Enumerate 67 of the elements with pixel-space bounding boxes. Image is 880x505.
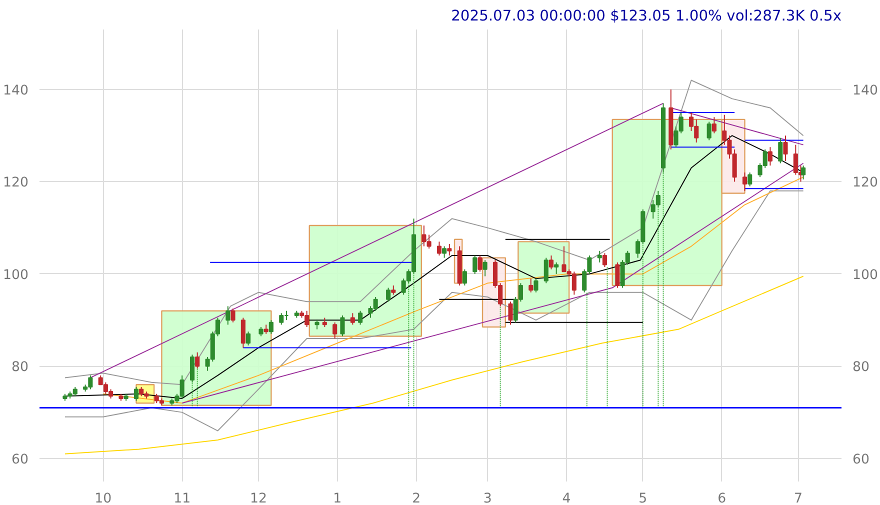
y2-tick-label: 60	[852, 452, 870, 468]
x-tick-label: 3	[483, 492, 492, 505]
candlestick	[314, 320, 320, 330]
candlestick	[793, 144, 798, 176]
candlestick	[472, 255, 478, 274]
candlestick	[778, 137, 783, 164]
candlestick	[279, 312, 284, 326]
candlestick	[508, 301, 513, 326]
x-tick-label: 4	[562, 492, 571, 505]
candlestick	[391, 284, 396, 296]
line-series	[64, 190, 804, 432]
x-tick-label: 7	[794, 492, 802, 505]
candlestick	[332, 322, 338, 340]
candlestick	[340, 314, 345, 337]
candlestick	[597, 250, 602, 263]
candlestick	[230, 308, 236, 323]
candlestick	[442, 246, 447, 258]
line-series	[64, 276, 804, 454]
candlestick	[706, 121, 712, 141]
candlestick	[134, 386, 139, 402]
candlestick	[548, 255, 554, 270]
y2-tick-label: 140	[852, 83, 878, 98]
y2-tick-label: 120	[852, 176, 878, 191]
chart-title: 2025.07.03 00:00:00 $123.05 1.00% vol:287.3K 0.5x	[451, 8, 842, 24]
candlestick	[358, 310, 363, 326]
candlestick	[226, 306, 230, 326]
candlestick	[268, 320, 274, 334]
x-tick-label: 1	[333, 492, 342, 505]
candlestick	[195, 352, 200, 369]
y2-tick-label: 80	[852, 360, 870, 376]
y2-tick-label: 100	[852, 268, 878, 283]
line-series	[102, 176, 804, 404]
y-tick-label: 140	[3, 83, 29, 98]
candlestick	[602, 252, 607, 268]
candlestick	[534, 278, 538, 293]
y-tick-label: 60	[12, 452, 29, 468]
x-tick-label: 10	[94, 492, 112, 505]
x-tick-label: 2	[412, 492, 421, 505]
candlestick	[801, 165, 806, 180]
candlestick	[386, 287, 391, 302]
candlestick	[544, 257, 548, 284]
candlestick	[712, 116, 716, 134]
candlestick	[768, 146, 772, 166]
candlestick	[447, 243, 452, 256]
candlestick	[478, 255, 482, 272]
candlestick	[246, 331, 251, 346]
candlestick	[742, 172, 748, 192]
candlestick	[240, 317, 246, 348]
candlestick	[462, 268, 467, 286]
candlestick	[554, 262, 559, 274]
candlestick	[258, 326, 264, 337]
candlestick	[748, 172, 752, 187]
candlestick	[322, 317, 327, 328]
candlestick	[783, 135, 788, 162]
candlestick	[436, 241, 442, 256]
x-tick-label: 11	[174, 492, 191, 505]
candlestick	[350, 312, 355, 326]
candlestick	[264, 324, 268, 334]
x-tick-label: 12	[250, 492, 267, 505]
candlestick	[615, 262, 620, 288]
y-tick-label: 80	[12, 360, 29, 376]
y-tick-label: 100	[3, 268, 29, 283]
x-tick-label: 6	[718, 492, 726, 505]
x-tick-label: 5	[638, 492, 648, 505]
candlestick	[528, 278, 534, 293]
candlestick	[482, 260, 488, 277]
y-tick-label: 120	[3, 176, 29, 191]
